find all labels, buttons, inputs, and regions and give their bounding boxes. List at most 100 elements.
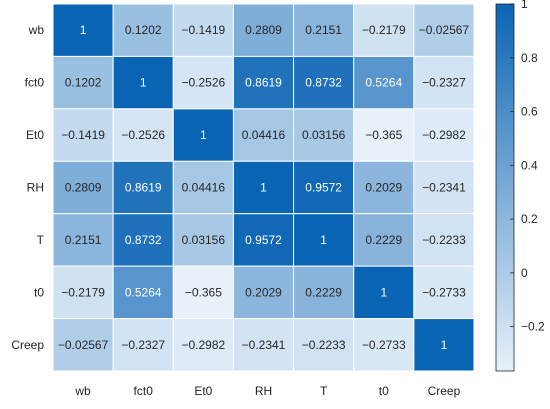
cell-value-label: −0.1419 xyxy=(181,23,225,37)
heatmap-cell xyxy=(293,108,355,162)
cell-value-label: −0.02567 xyxy=(58,338,109,352)
cell-value-label: 0.03156 xyxy=(302,128,346,142)
x-tick-label: Creep xyxy=(428,384,461,398)
heatmap-cell xyxy=(413,108,475,162)
cell-value-label: 0.8732 xyxy=(305,76,342,90)
heatmap-cells: 1 0.1202 −0.1419 0.2809 0.2151 −0.2179 −0.0256… xyxy=(52,3,475,372)
cell-value-label: 0.9572 xyxy=(305,181,342,195)
heatmap-cell xyxy=(112,265,174,320)
heatmap-cell xyxy=(172,55,234,110)
cell-value-label: −0.2982 xyxy=(422,128,466,142)
cell-value-label: 0.9572 xyxy=(245,233,282,247)
cell-value-label: 0.8732 xyxy=(125,233,162,247)
cell-value-label: 0.8619 xyxy=(245,76,282,90)
heatmap-cell xyxy=(232,265,295,320)
colorbar-gradient xyxy=(495,3,515,372)
heatmap-cell xyxy=(52,55,114,110)
cell-value-label: −0.2327 xyxy=(121,338,165,352)
y-tick-label: Creep xyxy=(11,338,44,352)
colorbar-tick-label: 0.2 xyxy=(521,212,538,226)
heatmap-cell xyxy=(232,318,295,372)
colorbar-tick-label: 0.4 xyxy=(521,158,538,172)
y-tick-label: T xyxy=(37,233,45,247)
cell-value-label: 0.2151 xyxy=(305,23,342,37)
cell-value-label: 0.2029 xyxy=(245,285,282,299)
cell-value-label: 0.2229 xyxy=(365,233,402,247)
cell-value-label: 1 xyxy=(441,338,448,352)
heatmap-cell xyxy=(413,265,475,320)
heatmap-cell xyxy=(52,160,114,215)
heatmap-cell xyxy=(52,213,114,267)
colorbar: −0.2 0 0.2 0.4 0.6 0.8 1 xyxy=(495,0,545,372)
colorbar-tick-label: 0.6 xyxy=(521,105,538,119)
cell-value-label: −0.2341 xyxy=(242,338,286,352)
heatmap-cell xyxy=(413,318,475,372)
cell-value-label: −0.2526 xyxy=(121,128,165,142)
colorbar-tick-label: 1 xyxy=(521,0,528,11)
cell-value-label: −0.2179 xyxy=(362,23,406,37)
cell-value-label: −0.1419 xyxy=(61,128,105,142)
cell-value-label: −0.365 xyxy=(185,285,222,299)
cell-value-label: −0.02567 xyxy=(419,23,470,37)
cell-value-label: 0.03156 xyxy=(182,233,226,247)
cell-value-label: 1 xyxy=(140,76,147,90)
heatmap-cell xyxy=(112,160,174,215)
cell-value-label: 0.5264 xyxy=(125,285,162,299)
cell-value-label: 0.8619 xyxy=(125,181,162,195)
heatmap-cell xyxy=(353,318,415,372)
heatmap-cell xyxy=(413,160,475,215)
cell-value-label: 0.5264 xyxy=(365,76,402,90)
x-tick-label: T xyxy=(320,384,328,398)
cell-value-label: −0.2327 xyxy=(422,76,466,90)
heatmap-cell xyxy=(52,3,114,57)
cell-value-label: 1 xyxy=(260,181,267,195)
heatmap-cell xyxy=(293,318,355,372)
heatmap-cell xyxy=(52,318,114,372)
x-tick-label: wb xyxy=(74,384,91,398)
heatmap-cell xyxy=(172,108,234,162)
heatmap-cell xyxy=(172,3,234,57)
cell-value-label: 1 xyxy=(80,23,87,37)
cell-value-label: −0.2179 xyxy=(61,285,105,299)
heatmap-cell xyxy=(353,108,415,162)
heatmap-cell xyxy=(232,160,295,215)
cell-value-label: 0.2809 xyxy=(245,23,282,37)
x-tick-label: fct0 xyxy=(134,384,154,398)
y-tick-label: wb xyxy=(28,23,45,37)
x-tick-label: RH xyxy=(255,384,272,398)
cell-value-label: 0.04416 xyxy=(242,128,286,142)
colorbar-tick-label: 0.8 xyxy=(521,51,538,65)
cell-value-label: −0.365 xyxy=(365,128,402,142)
cell-value-label: −0.2733 xyxy=(422,285,466,299)
cell-value-label: 0.2151 xyxy=(65,233,102,247)
cell-value-label: −0.2341 xyxy=(422,181,466,195)
y-tick-label: Et0 xyxy=(26,128,44,142)
x-tick-label: Et0 xyxy=(194,384,212,398)
cell-value-label: 0.04416 xyxy=(182,181,226,195)
cell-value-label: −0.2982 xyxy=(181,338,225,352)
cell-value-label: −0.2233 xyxy=(422,233,466,247)
y-tick-label: t0 xyxy=(34,285,44,299)
x-tick-label: t0 xyxy=(379,384,389,398)
heatmap-cell xyxy=(172,318,234,372)
y-tick-label: fct0 xyxy=(25,76,45,90)
heatmap-cell xyxy=(172,213,234,267)
y-axis-labels: wb fct0 Et0 RH Tt0 Creep xyxy=(11,23,44,352)
heatmap-cell xyxy=(293,55,355,110)
cell-value-label: −0.2233 xyxy=(302,338,346,352)
y-tick-label: RH xyxy=(27,181,44,195)
heatmap-cell xyxy=(112,3,174,57)
cell-value-label: 0.2229 xyxy=(305,285,342,299)
cell-value-label: 1 xyxy=(320,233,327,247)
cell-value-label: −0.2526 xyxy=(181,76,225,90)
cell-value-label: −0.2733 xyxy=(362,338,406,352)
cell-value-label: 0.1202 xyxy=(125,23,162,37)
cell-value-label: 1 xyxy=(380,285,387,299)
heatmap-cell xyxy=(413,55,475,110)
cell-value-label: 1 xyxy=(200,128,207,142)
cell-value-label: 0.2809 xyxy=(65,181,102,195)
heatmap-cell xyxy=(232,108,295,162)
heatmap-cell xyxy=(293,265,355,320)
